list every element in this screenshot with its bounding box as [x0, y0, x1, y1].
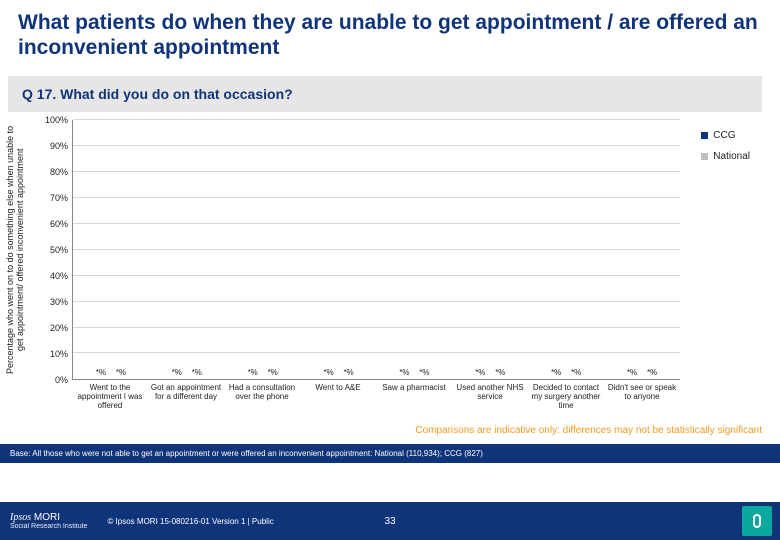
x-tick-label: Went to the appointment I was offered — [72, 380, 148, 410]
x-tick-label: Saw a pharmacist — [376, 380, 452, 410]
grid-line — [73, 223, 680, 224]
y-axis-label: Percentage who went on to do something e… — [4, 120, 32, 380]
legend-item: CCG — [701, 130, 750, 141]
x-tick-label: Got an appointment for a different day — [148, 380, 224, 410]
footer-copyright: © Ipsos MORI 15-080216-01 Version 1 | Pu… — [107, 517, 273, 526]
bar-value-label: *% — [475, 368, 485, 377]
footer-logo-icon — [753, 514, 761, 528]
bar-value-label: *% — [551, 368, 561, 377]
footer-brand-sub: Social Research Institute — [10, 523, 87, 530]
page-number: 33 — [384, 516, 395, 527]
x-tick-label: Decided to contact my surgery another ti… — [528, 380, 604, 410]
y-tick: 30% — [50, 297, 68, 307]
footer-brand-rest: MORI — [31, 512, 60, 523]
y-tick: 10% — [50, 349, 68, 359]
footer-brand-block: Ipsos MORI Social Research Institute — [10, 513, 87, 530]
footer: Ipsos MORI Social Research Institute © I… — [0, 502, 780, 540]
bar-value-label: *% — [116, 368, 126, 377]
legend-swatch — [701, 153, 708, 160]
grid-line — [73, 352, 680, 353]
plot: 0%10%20%30%40%50%60%70%80%90%100% *%*%*%… — [32, 120, 770, 380]
plot-area: *% *% *% *% *% *% *% *% *% *% *% *% *% *% *% *% — [72, 120, 680, 380]
grid-line — [73, 301, 680, 302]
bar-value-label: *% — [399, 368, 409, 377]
y-tick: 40% — [50, 271, 68, 281]
bar-value-label: *% — [627, 368, 637, 377]
y-tick: 50% — [50, 245, 68, 255]
y-tick: 0% — [55, 375, 68, 385]
bar-value-label: *% — [495, 368, 505, 377]
bar-value-label: *% — [248, 368, 258, 377]
bar-value-label: *% — [571, 368, 581, 377]
slide-title: What patients do when they are unable to… — [0, 0, 780, 66]
y-tick: 20% — [50, 323, 68, 333]
footer-brand-em: Ipsos — [10, 512, 31, 523]
grid-line — [73, 171, 680, 172]
grid-line — [73, 197, 680, 198]
y-tick: 60% — [50, 219, 68, 229]
grid-line — [73, 249, 680, 250]
grid-line — [73, 119, 680, 120]
bar-value-label: *% — [419, 368, 429, 377]
bar-value-label: *% — [96, 368, 106, 377]
disclaimer-text: Comparisons are indicative only: differe… — [0, 411, 780, 442]
x-tick-label: Didn't see or speak to anyone — [604, 380, 680, 410]
footer-brand: Ipsos MORI — [10, 513, 87, 523]
bars-row: *% *% *% *% *% *% *% *% *% *% *% *% *% *% *% *% — [73, 120, 680, 379]
bar-value-label: *% — [268, 368, 278, 377]
base-bar: Base: All those who were not able to get… — [0, 444, 780, 463]
x-tick-label: Used another NHS service — [452, 380, 528, 410]
grid-line — [73, 145, 680, 146]
chart: Percentage who went on to do something e… — [0, 120, 780, 380]
x-tick-label: Went to A&E — [300, 380, 376, 410]
question-bar: Q 17. What did you do on that occasion? — [8, 76, 762, 112]
grid-line — [73, 275, 680, 276]
bar-value-label: *% — [192, 368, 202, 377]
y-ticks: 0%10%20%30%40%50%60%70%80%90%100% — [32, 120, 72, 380]
x-tick-label: Had a consultation over the phone — [224, 380, 300, 410]
bar-value-label: *% — [343, 368, 353, 377]
footer-logo — [742, 506, 772, 536]
legend-label: CCG — [713, 130, 735, 141]
legend-swatch — [701, 132, 708, 139]
grid-line — [73, 327, 680, 328]
y-tick: 80% — [50, 167, 68, 177]
y-tick: 70% — [50, 193, 68, 203]
legend-column: CCG National — [680, 120, 770, 380]
y-tick: 90% — [50, 141, 68, 151]
legend-item: National — [701, 151, 750, 162]
bar-value-label: *% — [323, 368, 333, 377]
x-axis-labels: Went to the appointment I was offeredGot… — [0, 380, 780, 410]
bar-value-label: *% — [172, 368, 182, 377]
legend-label: National — [713, 151, 750, 162]
bar-value-label: *% — [647, 368, 657, 377]
legend: CCG National — [701, 120, 750, 172]
y-tick: 100% — [45, 115, 68, 125]
